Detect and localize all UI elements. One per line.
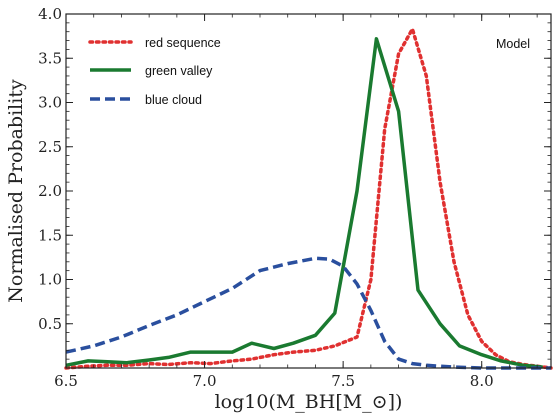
x-tick-label: 7.0: [193, 372, 217, 390]
series-line-red-sequence: [64, 27, 553, 370]
y-tick-label: 3.0: [38, 94, 62, 112]
tick-layer: 6.5 7.0 7.5 8.0 0.5 1.0 1.5 2.0 2.5 3.0 3.5 4.0: [38, 5, 551, 390]
y-tick-label: 1.5: [38, 226, 62, 244]
x-axis-label: log10(M_BH[M_⊙]): [215, 391, 403, 413]
legend: red sequence green valley blue cloud: [88, 36, 221, 107]
x-tick-label: 8.0: [470, 372, 494, 390]
series-layer: [64, 27, 553, 370]
y-tick-label: 4.0: [38, 5, 62, 23]
legend-label-green-valley: green valley: [145, 64, 213, 78]
model-annotation: Model: [496, 37, 530, 51]
y-tick-label: 1.0: [38, 271, 62, 289]
series-line-green-valley: [65, 37, 543, 369]
x-tick-label: 6.5: [54, 372, 78, 390]
legend-item-green-valley: green valley: [90, 64, 213, 78]
legend-item-blue-cloud: blue cloud: [90, 93, 202, 107]
legend-label-blue-cloud: blue cloud: [145, 93, 202, 107]
x-tick-label: 7.5: [331, 372, 355, 390]
y-axis-label: Normalised Probability: [5, 79, 27, 303]
legend-label-red-sequence: red sequence: [145, 36, 221, 50]
y-tick-label: 3.5: [38, 49, 62, 67]
y-tick-label: 2.5: [38, 138, 62, 156]
plot-frame: [65, 13, 552, 369]
y-tick-label: 2.0: [38, 182, 62, 200]
legend-item-red-sequence: red sequence: [88, 36, 221, 50]
y-tick-label: 0.5: [38, 315, 62, 333]
